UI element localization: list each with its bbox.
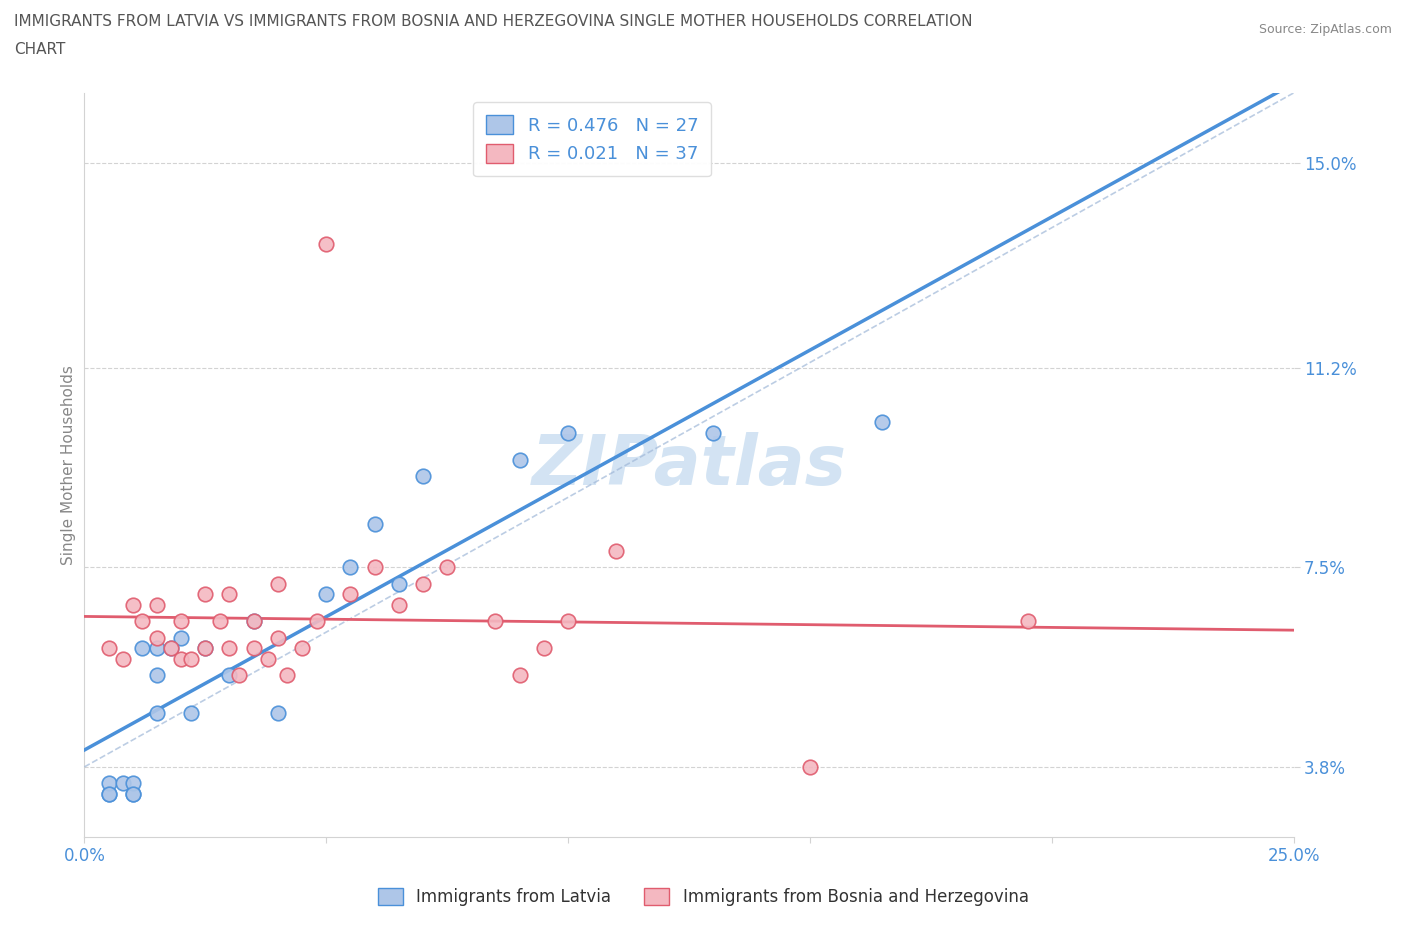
Point: [170, 631, 193, 645]
Point: [242, 614, 264, 629]
Y-axis label: Single Mother Households: Single Mother Households: [60, 365, 76, 565]
Point: [218, 641, 240, 656]
Text: Source: ZipAtlas.com: Source: ZipAtlas.com: [1258, 23, 1392, 36]
Point: [363, 560, 385, 575]
Point: [170, 652, 193, 667]
Point: [146, 631, 169, 645]
Point: [799, 760, 821, 775]
Point: [160, 641, 183, 656]
Point: [194, 641, 217, 656]
Point: [228, 668, 250, 683]
Point: [267, 577, 290, 591]
Point: [131, 614, 153, 629]
Point: [97, 787, 120, 802]
Point: [146, 668, 169, 683]
Point: [218, 587, 240, 602]
Point: [339, 587, 361, 602]
Point: [160, 641, 183, 656]
Point: [97, 787, 120, 802]
Point: [97, 776, 120, 790]
Point: [112, 776, 135, 790]
Point: [180, 652, 202, 667]
Point: [412, 577, 434, 591]
Point: [121, 787, 143, 802]
Point: [121, 598, 143, 613]
Point: [315, 236, 337, 251]
Point: [146, 641, 169, 656]
Point: [146, 706, 169, 721]
Point: [315, 587, 337, 602]
Point: [218, 668, 240, 683]
Point: [605, 544, 627, 559]
Point: [242, 614, 264, 629]
Point: [702, 425, 724, 440]
Point: [363, 517, 385, 532]
Point: [146, 598, 169, 613]
Point: [1017, 614, 1039, 629]
Point: [180, 706, 202, 721]
Point: [509, 668, 531, 683]
Point: [557, 425, 579, 440]
Point: [339, 560, 361, 575]
Point: [267, 631, 290, 645]
Point: [872, 415, 894, 430]
Point: [121, 776, 143, 790]
Point: [208, 614, 231, 629]
Legend: Immigrants from Latvia, Immigrants from Bosnia and Herzegovina: Immigrants from Latvia, Immigrants from …: [371, 881, 1035, 912]
Point: [412, 469, 434, 484]
Point: [509, 452, 531, 467]
Point: [170, 614, 193, 629]
Point: [388, 577, 411, 591]
Point: [291, 641, 314, 656]
Point: [131, 641, 153, 656]
Text: IMMIGRANTS FROM LATVIA VS IMMIGRANTS FROM BOSNIA AND HERZEGOVINA SINGLE MOTHER H: IMMIGRANTS FROM LATVIA VS IMMIGRANTS FRO…: [14, 14, 973, 29]
Point: [276, 668, 298, 683]
Point: [194, 587, 217, 602]
Point: [388, 598, 411, 613]
Point: [194, 641, 217, 656]
Point: [121, 787, 143, 802]
Legend: R = 0.476   N = 27, R = 0.021   N = 37: R = 0.476 N = 27, R = 0.021 N = 37: [474, 102, 711, 176]
Point: [484, 614, 506, 629]
Point: [257, 652, 280, 667]
Point: [533, 641, 555, 656]
Text: CHART: CHART: [14, 42, 66, 57]
Text: ZIPatlas: ZIPatlas: [531, 432, 846, 498]
Point: [242, 641, 264, 656]
Point: [97, 641, 120, 656]
Point: [557, 614, 579, 629]
Point: [112, 652, 135, 667]
Point: [267, 706, 290, 721]
Point: [305, 614, 328, 629]
Point: [436, 560, 458, 575]
